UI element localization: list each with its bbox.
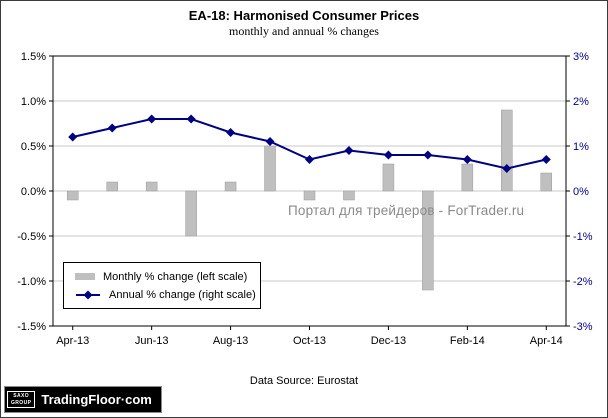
bar-Apr-13 [66, 190, 79, 201]
chart-legend: Monthly % change (left scale) Annual % c… [63, 262, 261, 309]
svg-text:Feb-14: Feb-14 [450, 335, 485, 347]
marker-Dec-13 [383, 150, 393, 160]
marker-Sep-13 [265, 137, 275, 146]
svg-text:1.5%: 1.5% [21, 51, 46, 63]
svg-text:-0.5%: -0.5% [17, 231, 46, 243]
marker-Jul-13 [186, 114, 196, 124]
svg-text:0.5%: 0.5% [21, 141, 46, 153]
marker-Feb-14 [462, 155, 472, 164]
data-source-label: Data Source: Eurostat [249, 375, 359, 387]
marker-Jan-14 [423, 150, 433, 160]
marker-Apr-14 [541, 155, 551, 164]
legend-annual-swatch [76, 290, 100, 299]
svg-text:0.0%: 0.0% [21, 186, 46, 198]
legend-monthly-swatch [75, 273, 95, 280]
bar-Feb-14 [461, 163, 474, 192]
axis-ticks [49, 55, 570, 330]
bar-Mar-14 [501, 109, 513, 192]
svg-text:Aug-13: Aug-13 [213, 335, 248, 347]
svg-text:Jun-13: Jun-13 [135, 335, 169, 347]
bar-Oct-13 [303, 190, 316, 201]
saxo-logo-bottom: GROUP [11, 399, 32, 406]
bar-Jan-14 [422, 190, 434, 291]
svg-text:Dec-13: Dec-13 [371, 335, 406, 347]
x-axis-labels: Apr-13 Jun-13 Aug-13 Oct-13 Dec-13 Feb-14 Apr-… [56, 335, 563, 347]
watermark-text: Портал для трейдеров - ForTrader.ru [288, 203, 525, 218]
bar-Apr-14 [540, 172, 553, 192]
marker-May-13 [107, 123, 117, 133]
marker-Mar-14 [502, 164, 512, 173]
chart-title: EA-18: Harmonised Consumer Prices [188, 8, 420, 23]
marker-Nov-13 [344, 146, 354, 155]
marker-Oct-13 [305, 155, 314, 164]
legend-item-monthly: Monthly % change (left scale) [75, 271, 260, 283]
svg-text:-1.5%: -1.5% [17, 321, 46, 333]
svg-text:1%: 1% [573, 141, 589, 153]
marker-Apr-13 [68, 132, 78, 142]
marker-Aug-13 [226, 128, 236, 137]
svg-text:Apr-14: Apr-14 [530, 335, 563, 347]
svg-text:1.0%: 1.0% [21, 96, 46, 108]
tradingfloor-logo: SAXO GROUP TradingFloor·com [4, 386, 162, 413]
svg-text:Oct-13: Oct-13 [293, 335, 326, 347]
svg-text:0%: 0% [573, 186, 589, 198]
legend-annual-label: Annual % change (right scale) [109, 288, 256, 301]
right-axis-labels: 3% 2% 1% 0% -1% -2% -3% [573, 51, 593, 333]
svg-text:-3%: -3% [573, 321, 593, 333]
bar-Jun-13 [145, 181, 158, 192]
svg-text:Apr-13: Apr-13 [56, 335, 89, 347]
annual-line-markers [68, 114, 551, 173]
svg-text:-1%: -1% [573, 231, 593, 243]
chart-subtitle: monthly and annual % changes [229, 24, 379, 38]
bar-Dec-13 [382, 163, 395, 192]
monthly-bars [66, 109, 553, 291]
marker-Jun-13 [147, 114, 157, 124]
legend-monthly-label: Monthly % change (left scale) [103, 270, 248, 283]
bar-Aug-13 [224, 181, 237, 192]
saxo-group-logo: SAXO GROUP [7, 391, 36, 408]
legend-item-annual: Annual % change (right scale) [75, 289, 260, 301]
bar-Sep-13 [264, 145, 276, 192]
svg-text:2%: 2% [573, 96, 589, 108]
tradingfloor-wordmark: TradingFloor·com [41, 392, 152, 407]
saxo-logo-top: SAXO [13, 393, 30, 400]
bar-May-13 [106, 181, 118, 192]
bar-Nov-13 [343, 190, 355, 201]
left-axis-labels: 1.5% 1.0% 0.5% 0.0% -0.5% -1.0% -1.5% [17, 51, 46, 333]
svg-text:-2%: -2% [573, 276, 593, 288]
svg-text:3%: 3% [573, 51, 589, 63]
svg-text:-1.0%: -1.0% [17, 276, 46, 288]
bar-Jul-13 [185, 190, 197, 237]
